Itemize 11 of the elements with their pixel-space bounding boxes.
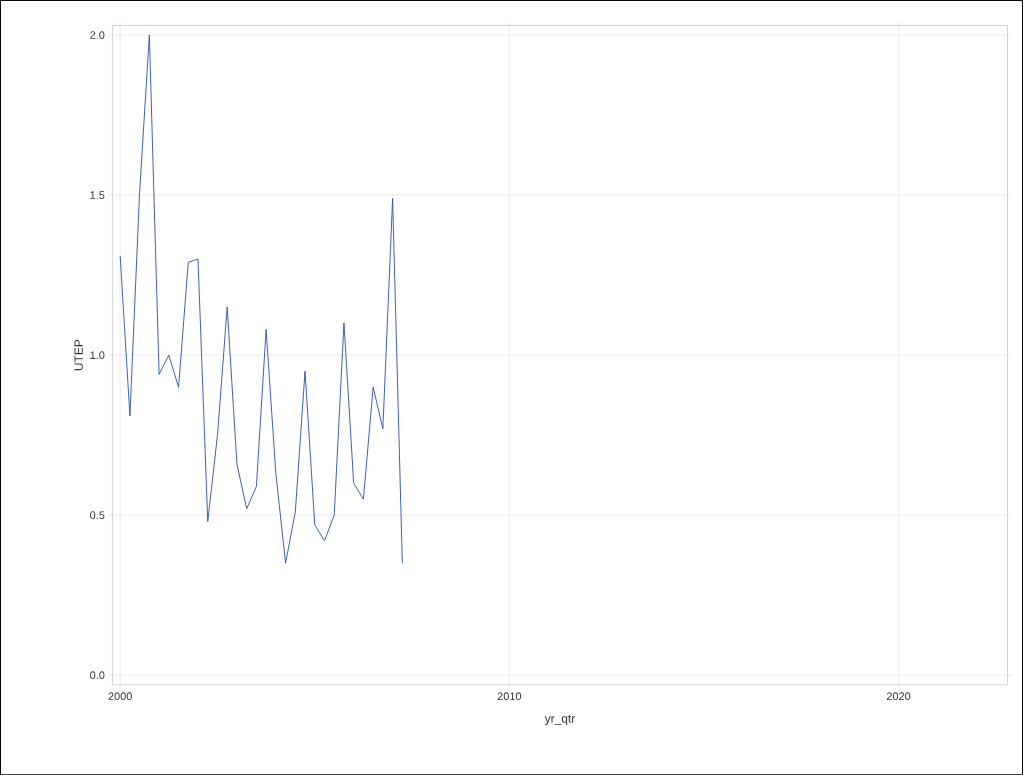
x-tick-label: 2010 <box>497 692 522 700</box>
y-tick-label: 2.0 <box>90 31 105 39</box>
y-tick-label: 0.5 <box>90 511 105 519</box>
x-tick-label: 2020 <box>886 692 911 700</box>
y-tick-label: 0.0 <box>90 671 105 679</box>
x-axis-title: yr_qtr <box>544 714 576 726</box>
y-tick-label: 1.0 <box>90 351 105 359</box>
line-series <box>119 34 403 564</box>
y-tick-label: 1.5 <box>90 191 105 199</box>
y-axis-title: UTEP <box>74 339 83 371</box>
x-tick-label: 2000 <box>108 692 132 700</box>
